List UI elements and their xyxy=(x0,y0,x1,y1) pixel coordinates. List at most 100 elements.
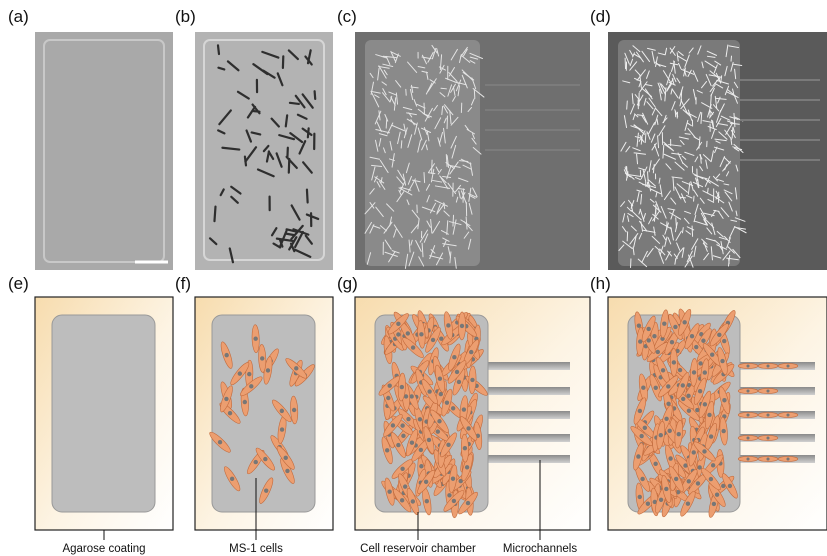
nucleus xyxy=(411,345,415,349)
nucleus xyxy=(451,477,455,481)
nucleus xyxy=(260,356,264,360)
nucleus xyxy=(228,411,232,415)
nucleus xyxy=(766,413,769,416)
cell-image xyxy=(627,101,628,109)
microchannel xyxy=(484,362,570,370)
cell-image xyxy=(386,119,387,128)
reservoir-chamber xyxy=(52,315,155,512)
nucleus xyxy=(703,370,707,374)
nucleus xyxy=(656,350,660,354)
nucleus xyxy=(640,477,644,481)
nucleus xyxy=(460,324,464,328)
nucleus xyxy=(664,487,668,491)
nucleus xyxy=(254,460,258,464)
nucleus xyxy=(294,366,298,370)
nucleus xyxy=(253,337,257,341)
nucleus xyxy=(418,417,422,421)
nucleus xyxy=(652,334,656,338)
microchannel xyxy=(484,411,570,419)
nucleus xyxy=(419,448,423,452)
nucleus xyxy=(643,426,647,430)
nucleus xyxy=(659,498,663,502)
nucleus xyxy=(701,339,705,343)
nucleus xyxy=(703,402,707,406)
cell-image xyxy=(474,89,475,98)
nucleus xyxy=(462,407,466,411)
nucleus xyxy=(668,456,672,460)
nucleus xyxy=(400,498,404,502)
nucleus xyxy=(722,398,726,402)
nucleus xyxy=(396,322,400,326)
nucleus xyxy=(438,377,442,381)
nucleus xyxy=(709,434,713,438)
nucleus xyxy=(696,481,700,485)
nucleus xyxy=(707,413,711,417)
nucleus xyxy=(465,465,469,469)
nucleus xyxy=(446,443,450,447)
nucleus xyxy=(424,480,428,484)
nucleus xyxy=(766,389,769,392)
nucleus xyxy=(230,477,234,481)
nucleus xyxy=(692,370,696,374)
figure: (a)(b)(c)(d)(e)(f)(g)(h)Agarose coatingM… xyxy=(0,0,827,556)
nucleus xyxy=(436,429,440,433)
nucleus xyxy=(746,364,749,367)
nucleus xyxy=(766,436,769,439)
nucleus xyxy=(717,333,721,337)
nucleus xyxy=(711,463,715,467)
nucleus xyxy=(218,440,222,444)
nucleus xyxy=(406,417,410,421)
cell-image xyxy=(286,115,287,126)
nucleus xyxy=(664,417,668,421)
cell-image xyxy=(441,88,446,89)
nucleus xyxy=(681,397,685,401)
nucleus xyxy=(646,327,650,331)
panel-label: (b) xyxy=(175,7,196,26)
nucleus xyxy=(263,457,267,461)
nucleus xyxy=(455,370,459,374)
panel-label: (d) xyxy=(590,7,611,26)
cell-image xyxy=(708,188,709,192)
nucleus xyxy=(766,364,769,367)
nucleus xyxy=(746,413,749,416)
nucleus xyxy=(672,360,676,364)
nucleus xyxy=(670,340,674,344)
nucleus xyxy=(690,334,694,338)
nucleus xyxy=(746,457,749,460)
nucleus xyxy=(400,385,404,389)
nucleus xyxy=(419,464,423,468)
panel-label: (f) xyxy=(175,274,191,293)
nucleus xyxy=(224,353,228,357)
nucleus xyxy=(451,406,455,410)
nucleus xyxy=(284,456,288,460)
nucleus xyxy=(686,502,690,506)
annotation: Agarose coating xyxy=(62,543,145,555)
nucleus xyxy=(247,372,251,376)
cell-image xyxy=(645,133,646,142)
cell-image xyxy=(315,91,316,99)
nucleus xyxy=(692,450,696,454)
nucleus xyxy=(654,386,658,390)
nucleus xyxy=(400,423,404,427)
nucleus xyxy=(786,413,789,416)
panel-label: (e) xyxy=(8,274,29,293)
nucleus xyxy=(766,457,769,460)
nucleus xyxy=(677,432,681,436)
nucleus xyxy=(646,502,650,506)
nucleus xyxy=(411,499,415,503)
microchannel xyxy=(484,434,570,442)
cell-image xyxy=(214,207,215,222)
cell-image xyxy=(307,190,308,203)
nucleus xyxy=(396,443,400,447)
nucleus xyxy=(249,384,253,388)
nucleus xyxy=(694,345,698,349)
nucleus xyxy=(391,423,395,427)
nucleus xyxy=(710,353,714,357)
nucleus xyxy=(698,361,702,365)
nucleus xyxy=(410,440,414,444)
nucleus xyxy=(661,368,665,372)
nucleus xyxy=(403,484,407,488)
nucleus xyxy=(238,371,242,375)
nucleus xyxy=(638,495,642,499)
panel-label: (a) xyxy=(8,7,29,26)
